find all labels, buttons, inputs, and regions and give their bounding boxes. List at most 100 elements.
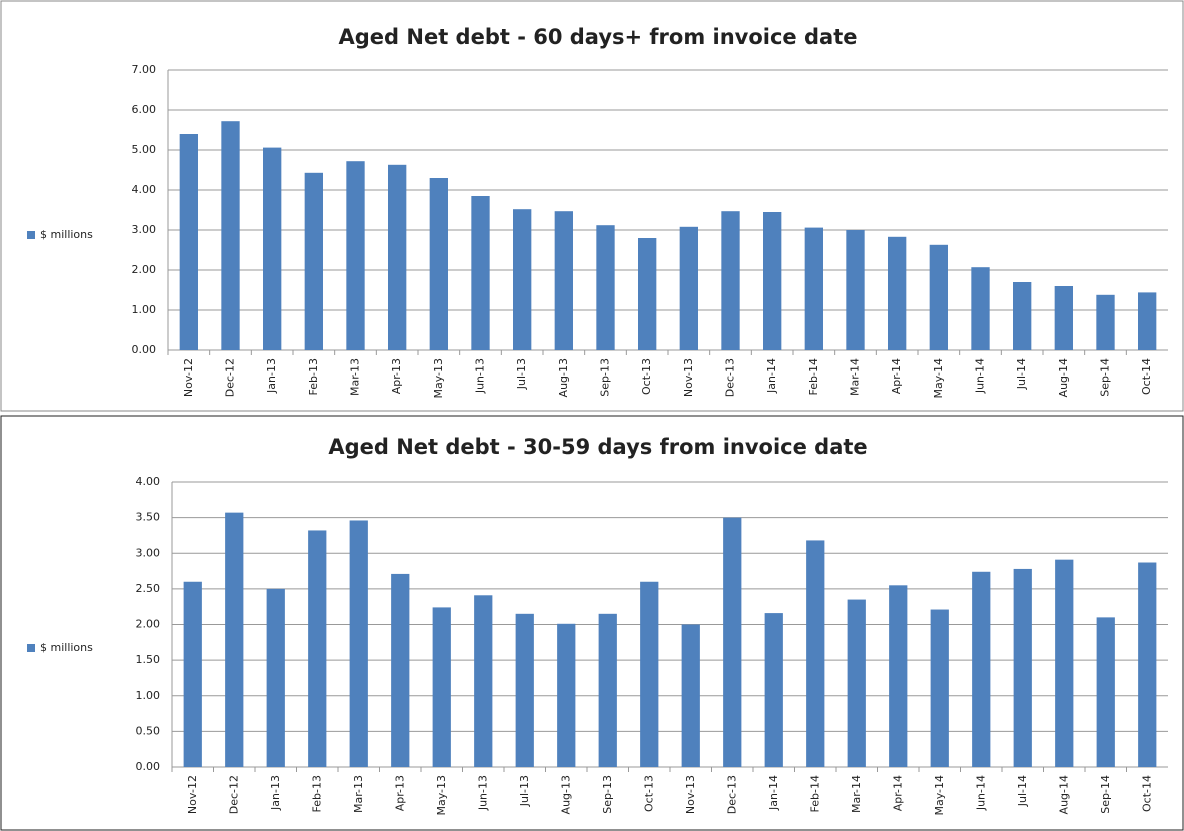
bar (681, 624, 700, 767)
bar (972, 571, 991, 767)
x-tick-label: Apr-14 (890, 358, 903, 394)
x-tick-label: Dec-13 (725, 775, 738, 814)
x-tick-label: Dec-12 (224, 358, 237, 397)
x-tick-label: Sep-14 (1099, 358, 1112, 397)
bar (266, 588, 285, 767)
bar (1013, 568, 1032, 767)
x-tick-label: Oct-14 (1140, 775, 1153, 812)
legend-swatch (27, 644, 35, 652)
y-tick-label: 4.00 (132, 183, 157, 196)
x-tick-label: Nov-13 (684, 775, 697, 814)
legend-label: $ millions (40, 228, 93, 241)
x-tick-label: Jul-14 (1015, 358, 1028, 390)
y-tick-label: 0.50 (136, 724, 161, 737)
x-tick-label: Apr-13 (390, 358, 403, 394)
bar (764, 613, 783, 767)
y-tick-label: 2.50 (136, 582, 161, 595)
bar (432, 607, 451, 767)
bar (721, 211, 740, 350)
x-tick-label: Jul-14 (1016, 775, 1029, 807)
y-tick-label: 7.00 (132, 63, 157, 76)
chart-title: Aged Net debt - 60 days+ from invoice da… (339, 25, 858, 49)
y-tick-label: 1.50 (136, 653, 161, 666)
bar (179, 134, 198, 350)
y-tick-label: 1.00 (132, 303, 157, 316)
bar (346, 161, 365, 350)
legend-label: $ millions (40, 641, 93, 654)
x-tick-label: Nov-13 (682, 358, 695, 397)
bar (889, 585, 908, 767)
x-tick-label: May-14 (933, 775, 946, 816)
bar (846, 230, 865, 350)
bar (515, 613, 534, 767)
x-tick-label: May-13 (432, 358, 445, 399)
x-tick-label: Apr-14 (891, 775, 904, 811)
x-tick-label: Nov-12 (186, 775, 199, 814)
x-tick-label: Dec-13 (724, 358, 737, 397)
bar (971, 267, 990, 350)
x-tick-label: Oct-14 (1140, 358, 1153, 395)
bar (471, 196, 490, 350)
chart-title: Aged Net debt - 30-59 days from invoice … (328, 435, 867, 459)
legend-swatch (27, 231, 35, 239)
x-tick-label: Aug-13 (557, 358, 570, 397)
bar (557, 623, 576, 767)
x-tick-label: Aug-14 (1057, 775, 1070, 814)
x-tick-label: Sep-13 (599, 358, 612, 397)
bar (1054, 286, 1073, 350)
y-tick-label: 3.00 (136, 546, 161, 559)
y-tick-label: 2.00 (136, 618, 161, 631)
bar (1138, 292, 1157, 350)
x-tick-label: Aug-13 (559, 775, 572, 814)
bar (263, 147, 282, 350)
bar (1096, 294, 1115, 350)
x-tick-label: Sep-13 (601, 775, 614, 814)
bar (888, 236, 907, 350)
x-tick-label: Apr-13 (393, 775, 406, 811)
bar (1096, 617, 1115, 767)
bar (638, 238, 657, 350)
y-tick-label: 0.00 (136, 760, 161, 773)
x-tick-label: Oct-13 (640, 358, 653, 395)
y-tick-label: 2.00 (132, 263, 157, 276)
bar (598, 613, 617, 767)
bar (1138, 562, 1157, 767)
bar (1013, 282, 1032, 350)
x-tick-label: Nov-12 (182, 358, 195, 397)
bar (804, 227, 823, 350)
y-tick-label: 6.00 (132, 103, 157, 116)
bar (929, 244, 948, 350)
bar (308, 530, 327, 767)
x-tick-label: Feb-13 (310, 775, 323, 812)
bar (723, 517, 742, 767)
x-tick-label: Jun-14 (974, 775, 987, 811)
y-tick-label: 3.00 (132, 223, 157, 236)
x-tick-label: Jun-13 (476, 775, 489, 811)
x-tick-label: Mar-13 (349, 358, 362, 396)
bar (221, 121, 240, 350)
x-tick-label: May-14 (932, 358, 945, 399)
x-tick-label: Jun-13 (474, 358, 487, 394)
y-tick-label: 3.50 (136, 511, 161, 524)
x-tick-label: Jul-13 (515, 358, 528, 390)
bar (679, 226, 698, 350)
x-tick-label: Aug-14 (1057, 358, 1070, 397)
x-tick-label: Feb-14 (807, 358, 820, 395)
panel (0, 415, 1184, 831)
bar (183, 581, 202, 767)
x-tick-label: Jan-13 (265, 358, 278, 394)
y-tick-label: 4.00 (136, 475, 161, 488)
x-tick-label: Jan-14 (767, 775, 780, 811)
bar (513, 209, 532, 350)
bar (596, 225, 615, 350)
bar (806, 540, 825, 767)
bar (429, 178, 448, 350)
x-tick-label: Jun-14 (974, 358, 987, 394)
x-tick-label: Dec-12 (227, 775, 240, 814)
y-tick-label: 5.00 (132, 143, 157, 156)
bar (554, 211, 573, 350)
x-tick-label: Jul-13 (518, 775, 531, 807)
bar (847, 599, 866, 767)
bar (349, 520, 368, 767)
